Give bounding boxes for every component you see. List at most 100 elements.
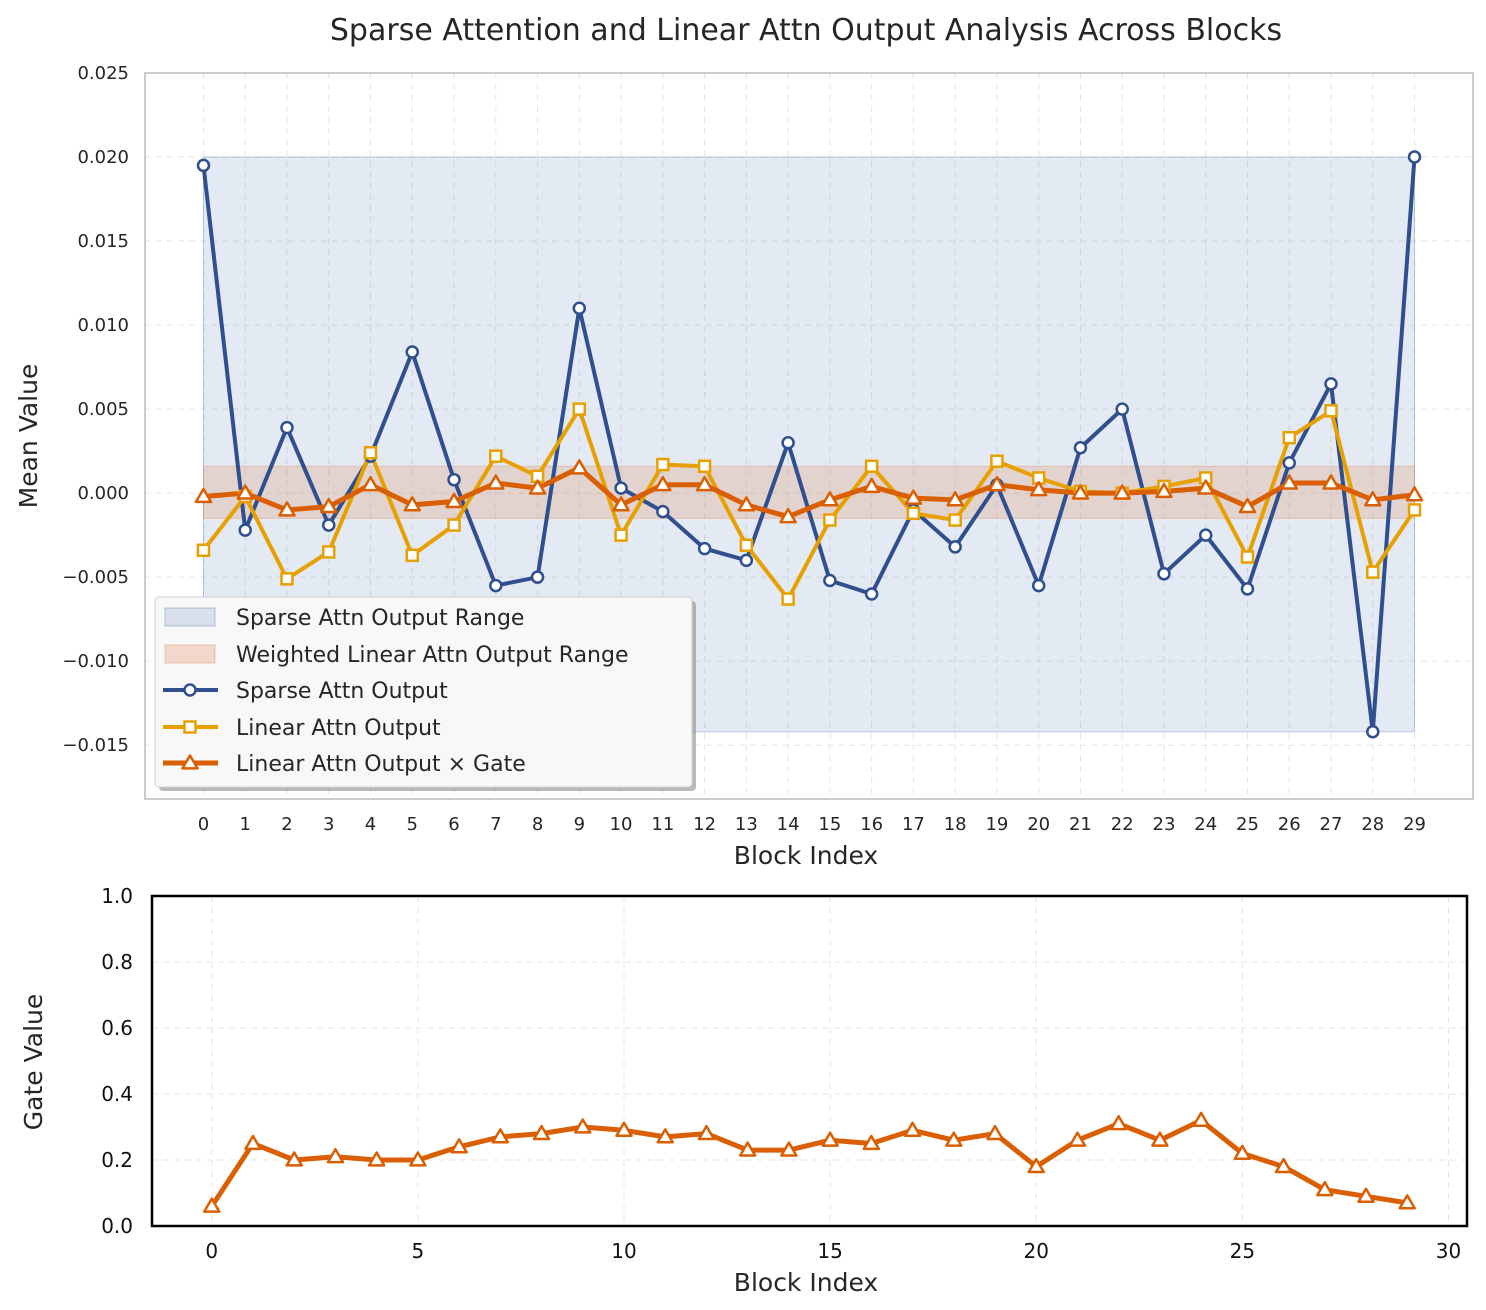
data-point [1366,725,1380,739]
x-tick-label: 14 [777,814,800,835]
data-point [489,449,503,463]
data-point [403,496,422,512]
data-point [781,592,795,606]
data-point [1073,441,1088,455]
data-point [528,479,547,495]
data-point [236,484,254,500]
data-point [447,518,461,532]
data-point [1280,474,1299,490]
data-point [779,507,797,524]
gate-point [367,1151,386,1167]
data-point [1198,528,1213,542]
x-tick-label: 6 [448,814,459,835]
legend-label: Sparse Attn Output Range [236,606,524,631]
data-point [948,540,962,554]
data-point [988,475,1006,492]
data-point [321,518,336,532]
gate-point [1109,1114,1128,1131]
data-point [946,491,964,507]
x-tick-label: 5 [412,1239,425,1263]
x-tick-label: 11 [651,814,674,835]
gate-point [1274,1157,1293,1174]
x-tick-label: 27 [1320,814,1343,835]
gate-point [450,1138,468,1154]
data-point [739,538,754,552]
data-point [823,573,837,588]
gate-point [203,1197,221,1213]
y-tick-label: −0.005 [62,567,129,588]
gate-point [1068,1131,1087,1147]
data-point [864,459,879,473]
data-point [1407,503,1422,517]
data-point [530,570,545,584]
data-point [363,446,378,460]
data-point [196,543,211,558]
data-point [656,504,670,519]
x-tick-label: 16 [860,814,883,835]
y-tick-label: 0.005 [77,399,129,420]
x-tick-label: 18 [944,814,967,835]
top-x-axis-label: Block Index [734,841,878,870]
data-point [1238,497,1257,514]
data-point [1324,377,1338,391]
data-point [612,496,630,512]
gate-line [209,1117,1408,1208]
x-tick-label: 25 [1236,814,1259,835]
gate-point [1233,1144,1252,1161]
data-point [445,492,463,509]
bottom-plot-frame [150,894,1469,1228]
y-tick-label: 0.000 [77,483,129,504]
x-tick-label: 19 [985,814,1008,835]
gate-point [821,1131,839,1147]
x-tick-label: 9 [574,814,585,835]
data-point [194,487,213,504]
y-tick-label: −0.010 [62,651,129,672]
x-tick-label: 20 [1027,814,1050,835]
y-tick-label: 0.025 [77,63,129,84]
x-tick-label: 29 [1403,814,1426,835]
legend-label: Linear Attn Output × Gate [236,752,526,777]
data-point [321,545,336,559]
data-point [572,301,587,316]
x-tick-label: 17 [902,814,925,835]
x-tick-label: 5 [407,814,418,835]
data-point [904,489,923,505]
legend-box [154,596,693,788]
x-tick-label: 0 [205,1239,218,1263]
y-tick-label: 0.8 [101,950,133,974]
y-tick-label: 0.4 [101,1082,133,1106]
gate-point [1398,1194,1416,1210]
data-point [1324,404,1338,418]
gate-point [986,1124,1004,1141]
data-point [697,459,712,473]
data-point [489,578,503,593]
data-point [1155,482,1173,499]
data-point [1115,402,1129,416]
x-tick-label: 15 [817,1239,842,1263]
data-point [948,513,962,527]
x-tick-label: 8 [532,814,543,835]
legend-swatch [164,607,216,627]
data-point [906,506,921,521]
x-tick-label: 24 [1194,814,1217,835]
legend-marker [181,754,199,770]
x-tick-label: 25 [1230,1239,1255,1263]
gate-point [945,1131,963,1147]
legend-marker [183,683,197,697]
top-y-tick-labels: 0.025 0.020 0.015 0.010 0.005 0.000 −0.005 −0.0… [62,63,129,756]
legend-items: Sparse Attn Output Range Weighted Linear … [163,606,629,777]
x-tick-label: 10 [610,814,633,835]
gate-point [862,1134,881,1151]
data-point [737,496,756,512]
x-tick-label: 30 [1436,1239,1461,1263]
data-point [990,454,1004,468]
chart-title: Sparse Attention and Linear Attn Output … [330,13,1282,48]
y-tick-label: 0.010 [77,315,129,336]
data-point [487,474,505,490]
data-point [656,457,670,472]
legend-label: Sparse Attn Output [236,679,448,704]
x-tick-label: 15 [818,814,841,835]
gate-point [532,1124,551,1141]
top-y-axis-label: Mean Value [14,364,43,509]
